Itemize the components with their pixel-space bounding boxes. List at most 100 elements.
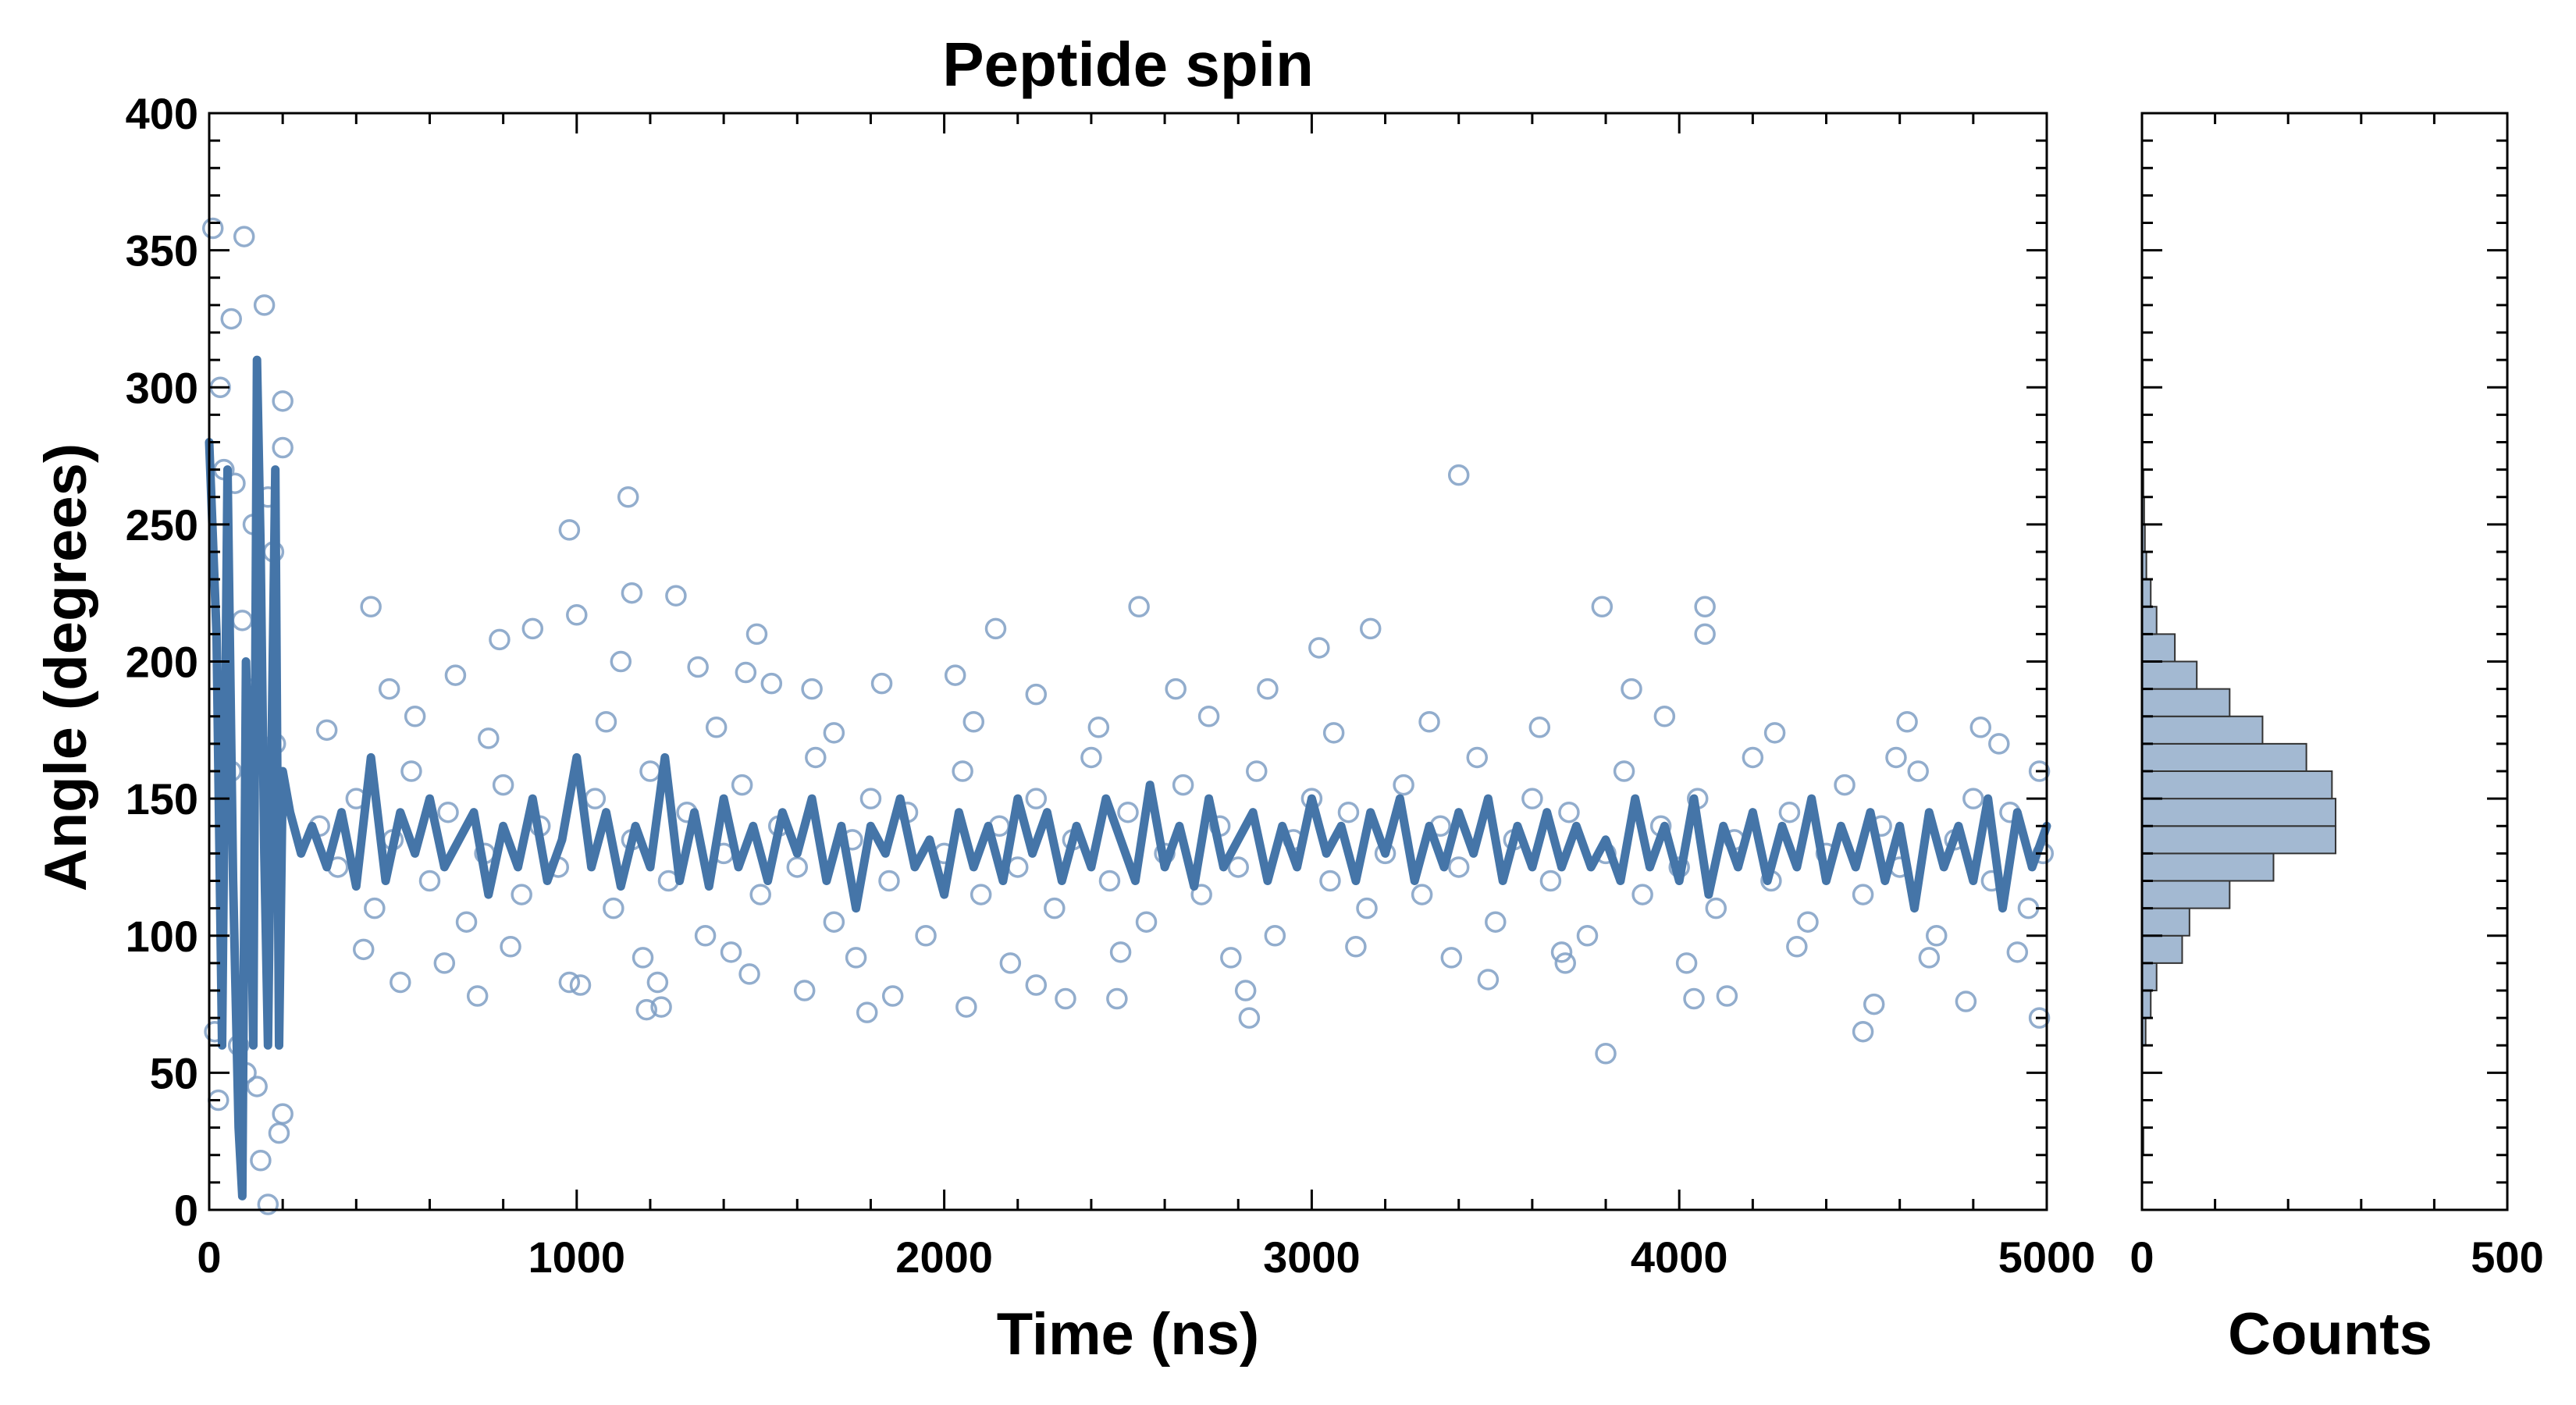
histogram-bar: [2141, 578, 2152, 608]
scatter-point: [617, 486, 639, 508]
scatter-point: [735, 661, 757, 684]
scatter-point: [635, 998, 658, 1021]
scatter-point: [1025, 683, 1048, 706]
histogram-bar: [2141, 633, 2176, 663]
histogram-bar: [2141, 660, 2198, 690]
hist-x-tick-label: 0: [2129, 1232, 2154, 1282]
scatter-point: [745, 623, 768, 646]
histogram-bar: [2141, 798, 2337, 827]
scatter-point: [1447, 464, 1470, 486]
scatter-point: [1264, 925, 1286, 947]
scatter-point: [1834, 774, 1856, 796]
scatter-point: [749, 884, 771, 905]
scatter-point: [1988, 733, 2010, 755]
histogram-bar: [2141, 990, 2152, 1019]
scatter-point: [786, 856, 809, 878]
scatter-point: [915, 925, 937, 947]
scatter-point: [1393, 774, 1414, 796]
scatter-point: [1576, 925, 1599, 947]
scatter-point: [1485, 911, 1507, 933]
scatter-point: [489, 628, 511, 651]
scatter-point: [1763, 722, 1786, 744]
scatter-point: [1080, 746, 1102, 769]
histogram-bar: [2141, 715, 2264, 745]
scatter-point: [455, 911, 478, 933]
scatter-point: [268, 1122, 290, 1144]
scatter-point: [632, 947, 654, 969]
scatter-point: [272, 1103, 294, 1125]
scatter-point: [1356, 897, 1378, 919]
chart-title: Peptide spin: [942, 30, 1314, 99]
scatter-point: [492, 774, 514, 796]
y-tick-label: 400: [126, 89, 198, 138]
histogram-bar: [2141, 962, 2158, 991]
scatter-point: [650, 996, 672, 1018]
scatter-point: [1885, 746, 1907, 769]
x-tick-label: 1000: [528, 1232, 626, 1282]
scatter-point: [1631, 884, 1653, 905]
scatter-point: [970, 884, 992, 905]
scatter-point: [220, 308, 242, 330]
scatter-point: [418, 870, 441, 892]
scatter-point: [378, 678, 400, 700]
scatter-point: [999, 952, 1022, 974]
histogram-bar: [2141, 770, 2333, 800]
scatter-point: [760, 672, 783, 695]
scatter-point: [1238, 1007, 1261, 1029]
scatter-point: [603, 897, 624, 919]
scatter-point: [805, 746, 827, 769]
scatter-point: [1447, 856, 1470, 878]
scatter-point: [1675, 952, 1698, 974]
smoothed-line: [205, 355, 2051, 1200]
scatter-point: [1025, 788, 1048, 809]
histogram-bar: [2141, 880, 2231, 909]
scatter-point: [1852, 884, 1874, 905]
scatter-point: [1896, 711, 1918, 733]
scatter-point: [364, 897, 386, 919]
scatter-point: [2028, 760, 2051, 782]
scatter-point: [1319, 870, 1341, 892]
scatter-point: [1716, 985, 1738, 1007]
scatter-point: [955, 996, 977, 1018]
scatter-point: [705, 717, 728, 738]
scatter-point: [1591, 596, 1614, 617]
scatter-point: [1653, 706, 1676, 727]
y-tick-label: 350: [126, 226, 198, 276]
scatter-point: [1359, 617, 1382, 640]
scatter-point: [1025, 974, 1048, 996]
scatter-point: [665, 585, 687, 606]
histogram-bar: [2141, 606, 2158, 635]
hist-x-tick-label: 500: [2471, 1232, 2543, 1282]
scatter-point: [1742, 746, 1764, 769]
scatter-point: [1246, 760, 1268, 782]
scatter-point: [801, 678, 823, 700]
histogram-bar: [2141, 907, 2190, 937]
scatter-point: [511, 884, 532, 905]
scatter-point: [870, 672, 893, 695]
scatter-point: [1227, 856, 1249, 878]
scatter-point: [1863, 993, 1885, 1016]
scatter-point: [2017, 897, 2040, 919]
scatter-point: [856, 1001, 878, 1023]
scatter-point: [1128, 596, 1150, 617]
scatter-point: [1918, 947, 1941, 969]
scatter-point: [1558, 801, 1580, 823]
scatter-point: [1786, 936, 1808, 958]
scatter-point: [1197, 706, 1220, 727]
scatter-point: [1165, 678, 1187, 700]
scatter-point: [859, 788, 882, 809]
scatter-point: [466, 985, 489, 1007]
x-tick-label: 3000: [1263, 1232, 1361, 1282]
main-axes-frame: [208, 112, 2048, 1211]
scatter-point: [1797, 911, 1819, 933]
x-tick-label: 2000: [895, 1232, 993, 1282]
scatter-point: [390, 971, 411, 994]
scatter-point: [253, 294, 276, 316]
scatter-point: [878, 870, 900, 892]
scatter-point: [646, 971, 669, 994]
scatter-point: [558, 519, 581, 541]
scatter-point: [1098, 870, 1121, 892]
scatter-point: [404, 706, 426, 727]
scatter-point: [1106, 987, 1128, 1010]
